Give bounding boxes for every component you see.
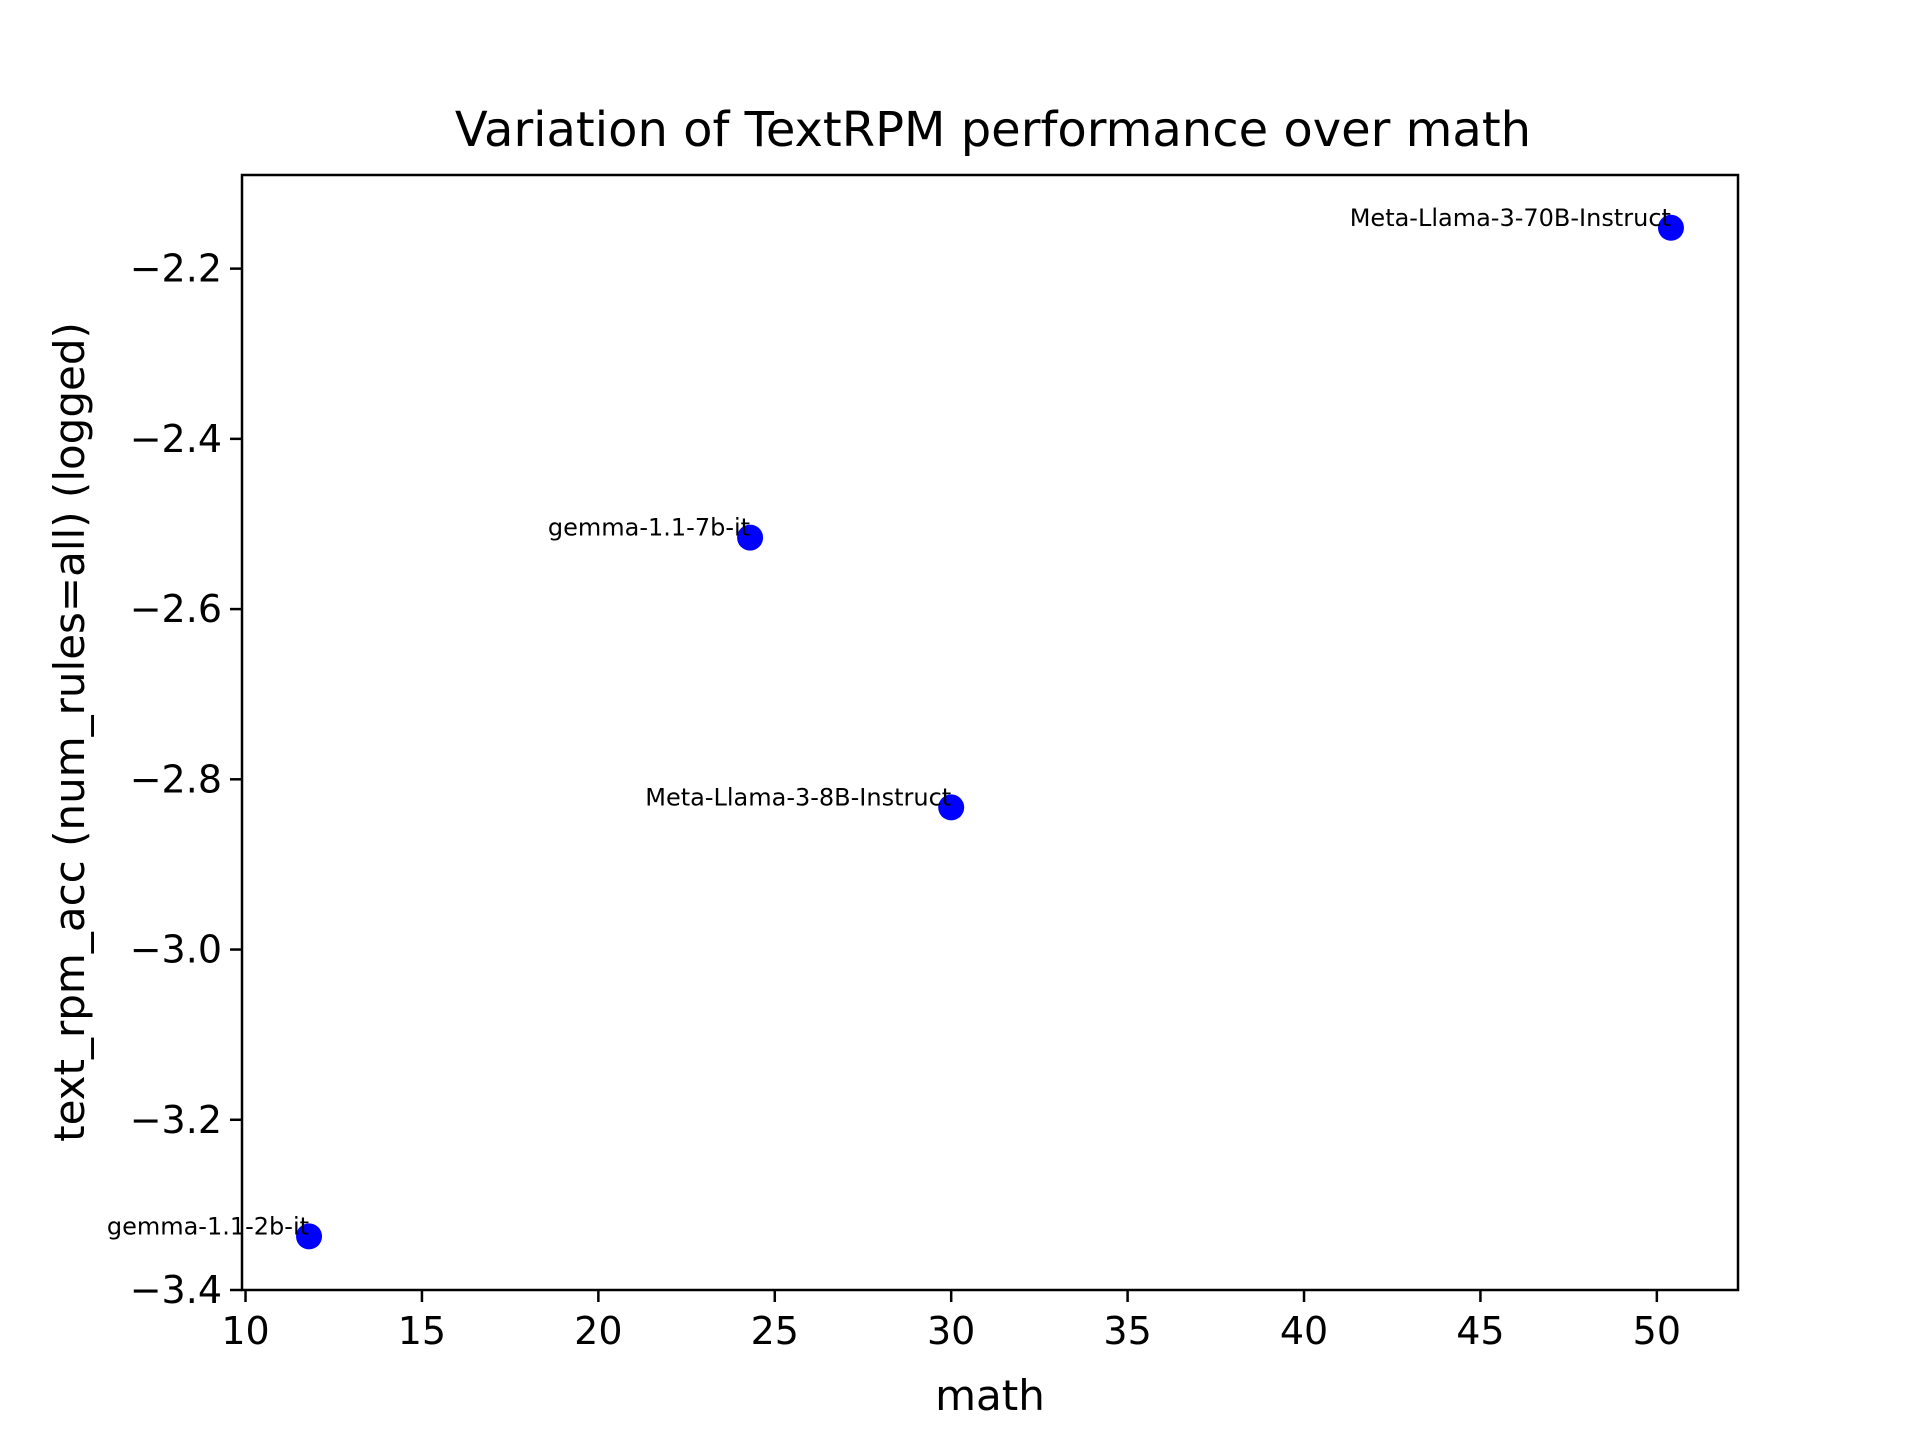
x-axis-label: math — [935, 1371, 1045, 1420]
x-tick-label: 30 — [927, 1309, 975, 1353]
plot-area — [240, 173, 1740, 1292]
y-tick-label: −2.4 — [130, 417, 222, 461]
y-axis-label: text_rpm_acc (num_rules=all) (logged) — [45, 322, 94, 1142]
x-tick-label: 25 — [751, 1309, 799, 1353]
x-axis: 10 15 20 25 30 35 40 45 50 — [221, 1290, 1681, 1353]
data-points: gemma-1.1-2b-it gemma-1.1-7b-it Meta-Llama… — [107, 204, 1684, 1250]
y-axis: −3.4 −3.2 −3.0 −2.8 −2.6 −2.4 −2.2 — [130, 247, 242, 1312]
x-tick-label: 40 — [1280, 1309, 1328, 1353]
x-tick-label: 45 — [1456, 1309, 1504, 1353]
x-tick-label: 35 — [1103, 1309, 1151, 1353]
y-tick-label: −2.2 — [130, 247, 222, 291]
x-tick-label: 20 — [574, 1309, 622, 1353]
data-point — [296, 1223, 323, 1250]
data-point — [938, 794, 965, 821]
y-tick-label: −3.2 — [130, 1098, 222, 1142]
x-tick-label: 15 — [398, 1309, 446, 1353]
point-label: Meta-Llama-3-8B-Instruct — [645, 783, 951, 811]
x-tick-label: 50 — [1633, 1309, 1681, 1353]
data-point — [737, 524, 764, 551]
y-tick-label: −3.4 — [130, 1268, 222, 1312]
y-tick-label: −3.0 — [130, 928, 222, 972]
data-point — [1657, 214, 1684, 241]
x-tick-label: 10 — [221, 1309, 269, 1353]
y-tick-label: −2.8 — [130, 757, 222, 801]
point-label: Meta-Llama-3-70B-Instruct — [1350, 204, 1671, 232]
chart-title: Variation of TextRPM performance over ma… — [455, 102, 1531, 158]
point-label: gemma-1.1-7b-it — [548, 514, 750, 542]
point-label: gemma-1.1-2b-it — [107, 1212, 309, 1240]
y-tick-label: −2.6 — [130, 587, 222, 631]
